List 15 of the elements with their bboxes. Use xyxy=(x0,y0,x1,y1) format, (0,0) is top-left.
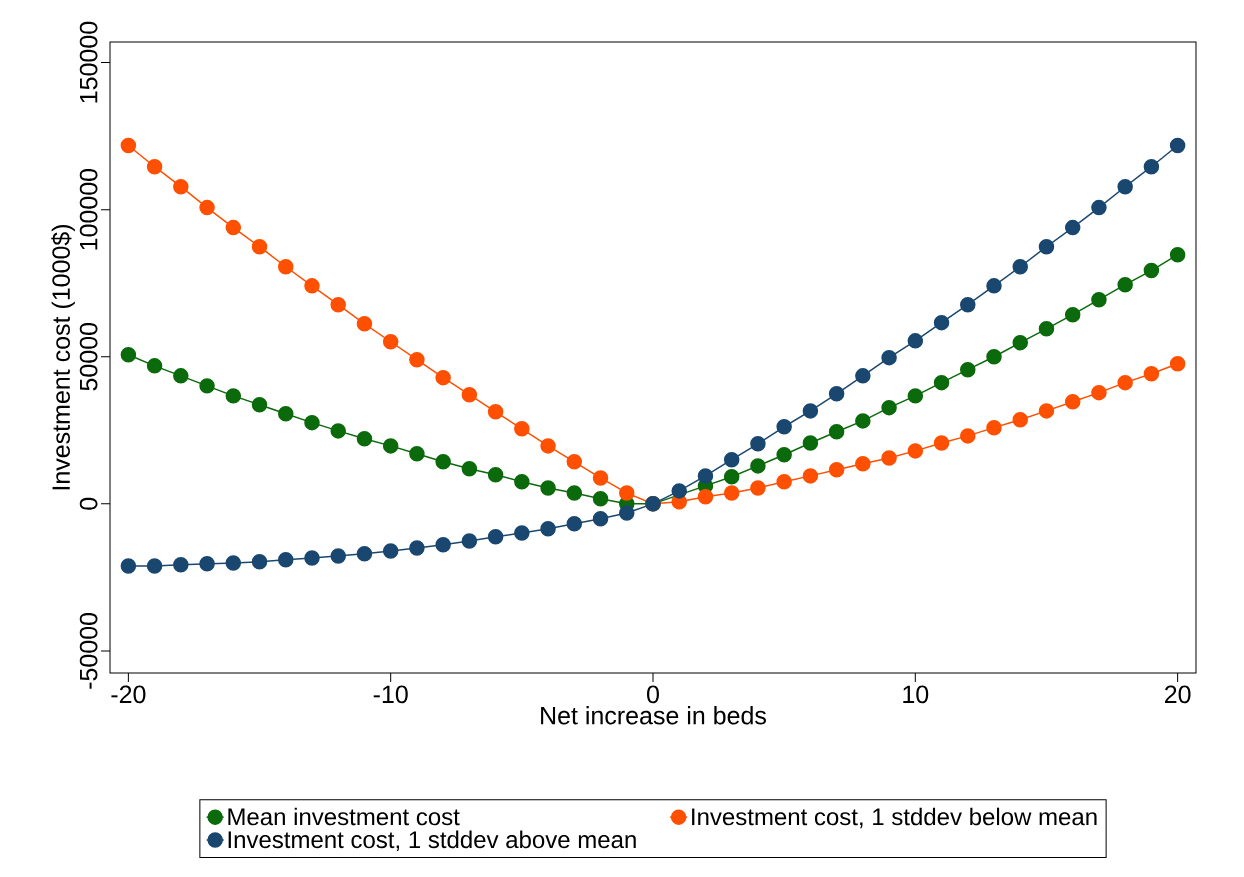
legend-label: Investment cost, 1 stddev below mean xyxy=(692,807,1097,829)
legend-label: Investment cost, 1 stddev above mean xyxy=(228,830,636,852)
x-tick-label: 20 xyxy=(1164,685,1191,704)
y-tick-label: 0 xyxy=(79,497,98,510)
y-tick-label: 50000 xyxy=(79,322,98,391)
y-tick-label: 100000 xyxy=(79,168,98,250)
x-tick-label: 10 xyxy=(903,685,929,704)
y-tick-label: 150000 xyxy=(79,21,98,103)
x-tick-label: -20 xyxy=(111,685,146,704)
x-axis-title: Net increase in beds xyxy=(541,706,766,725)
y-tick-label: -50000 xyxy=(79,613,98,689)
x-tick-label: 0 xyxy=(647,685,659,704)
y-axis-title: Investment cost (1000$) xyxy=(51,224,75,490)
x-tick-label: -10 xyxy=(373,685,408,704)
legend-label: Mean investment cost xyxy=(228,807,460,826)
